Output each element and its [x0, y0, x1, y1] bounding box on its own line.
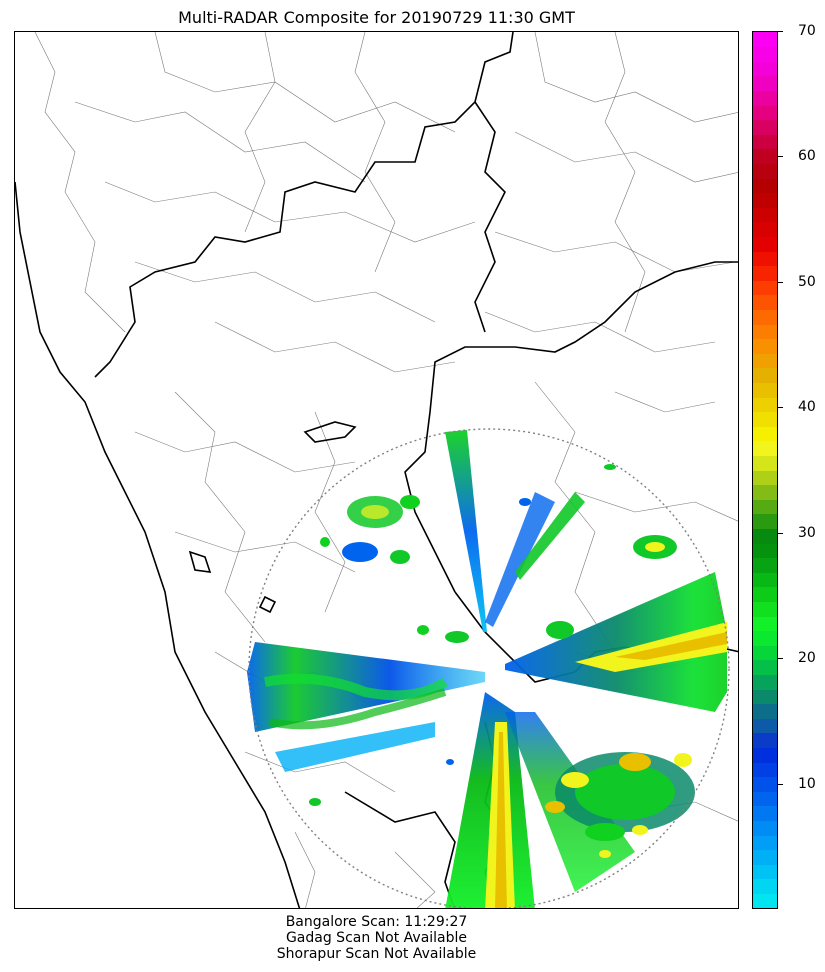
colorbar-tick: [778, 658, 783, 660]
colorbar-segment: [753, 192, 777, 208]
colorbar-segment: [753, 163, 777, 179]
colorbar-tick-label: 60: [798, 148, 816, 165]
colorbar-segment: [753, 221, 777, 237]
colorbar-tick: [778, 783, 783, 785]
colorbar-tick: [778, 31, 783, 32]
colorbar-segment: [753, 119, 777, 135]
colorbar-segment: [753, 805, 777, 821]
colorbar-segment: [753, 251, 777, 267]
colorbar-segment: [753, 411, 777, 427]
colorbar-segment: [753, 280, 777, 296]
colorbar: [752, 31, 778, 909]
colorbar-segment: [753, 236, 777, 252]
colorbar-tick: [778, 281, 783, 283]
colorbar-segment: [753, 835, 777, 851]
colorbar-segment: [753, 674, 777, 690]
colorbar-segment: [753, 265, 777, 281]
colorbar-segment: [753, 703, 777, 719]
colorbar-segment: [753, 572, 777, 588]
colorbar-segment: [753, 61, 777, 77]
colorbar-segment: [753, 878, 777, 894]
colorbar-segment: [753, 543, 777, 559]
footer-shorapur-status: Shorapur Scan Not Available: [276, 946, 477, 962]
colorbar-segment: [753, 484, 777, 500]
colorbar-tick-label: 70: [798, 23, 816, 39]
colorbar-segment: [753, 367, 777, 383]
colorbar-segment: [753, 207, 777, 223]
colorbar-tick: [778, 532, 783, 534]
map-canvas: [15, 32, 738, 908]
colorbar-segment: [753, 46, 777, 62]
colorbar-segment: [753, 747, 777, 763]
colorbar-segment: [753, 762, 777, 778]
colorbar-segment: [753, 659, 777, 675]
colorbar-segment: [753, 90, 777, 106]
range-ring: [248, 428, 730, 908]
colorbar-segment: [753, 528, 777, 544]
colorbar-segment: [753, 455, 777, 471]
colorbar-segment: [753, 791, 777, 807]
colorbar-tick-label: 10: [798, 775, 816, 792]
colorbar-segment: [753, 353, 777, 369]
colorbar-segment: [753, 864, 777, 880]
footer-gadag-status: Gadag Scan Not Available: [285, 930, 468, 946]
colorbar-segment: [753, 557, 777, 573]
colorbar-segment: [753, 601, 777, 617]
colorbar-segment: [753, 849, 777, 865]
colorbar-segment: [753, 426, 777, 442]
colorbar-segment: [753, 499, 777, 515]
colorbar-segment: [753, 689, 777, 705]
colorbar-segment: [753, 294, 777, 310]
footer-bangalore-scan: Bangalore Scan: 11:29:27: [285, 914, 468, 930]
colorbar-segment: [753, 32, 777, 48]
colorbar-segment: [753, 148, 777, 164]
colorbar-tick-label: 30: [798, 524, 816, 541]
colorbar-segment: [753, 324, 777, 340]
colorbar-segment: [753, 382, 777, 398]
colorbar-segment: [753, 820, 777, 836]
chart-title: Multi-RADAR Composite for 20190729 11:30…: [178, 8, 575, 27]
colorbar-segment: [753, 105, 777, 121]
colorbar-segment: [753, 732, 777, 748]
colorbar-segment: [753, 134, 777, 150]
colorbar-tick-label: 40: [798, 399, 816, 416]
colorbar-segment: [753, 338, 777, 354]
radar-echoes: [247, 430, 727, 908]
colorbar-segment: [753, 645, 777, 661]
colorbar-segment: [753, 397, 777, 413]
colorbar-segment: [753, 776, 777, 792]
colorbar-segment: [753, 309, 777, 325]
radar-map: [14, 31, 739, 909]
colorbar-tick-label: 50: [798, 273, 816, 290]
colorbar-segment: [753, 630, 777, 646]
colorbar-segment: [753, 586, 777, 602]
colorbar-segment: [753, 616, 777, 632]
colorbar-segment: [753, 513, 777, 529]
colorbar-segment: [753, 178, 777, 194]
colorbar-tick: [778, 407, 783, 409]
colorbar-segment: [753, 718, 777, 734]
colorbar-tick: [778, 156, 783, 158]
colorbar-segment: [753, 75, 777, 91]
colorbar-segment: [753, 470, 777, 486]
colorbar-segment: [753, 893, 777, 908]
colorbar-tick-label: 20: [798, 650, 816, 667]
colorbar-segment: [753, 440, 777, 456]
